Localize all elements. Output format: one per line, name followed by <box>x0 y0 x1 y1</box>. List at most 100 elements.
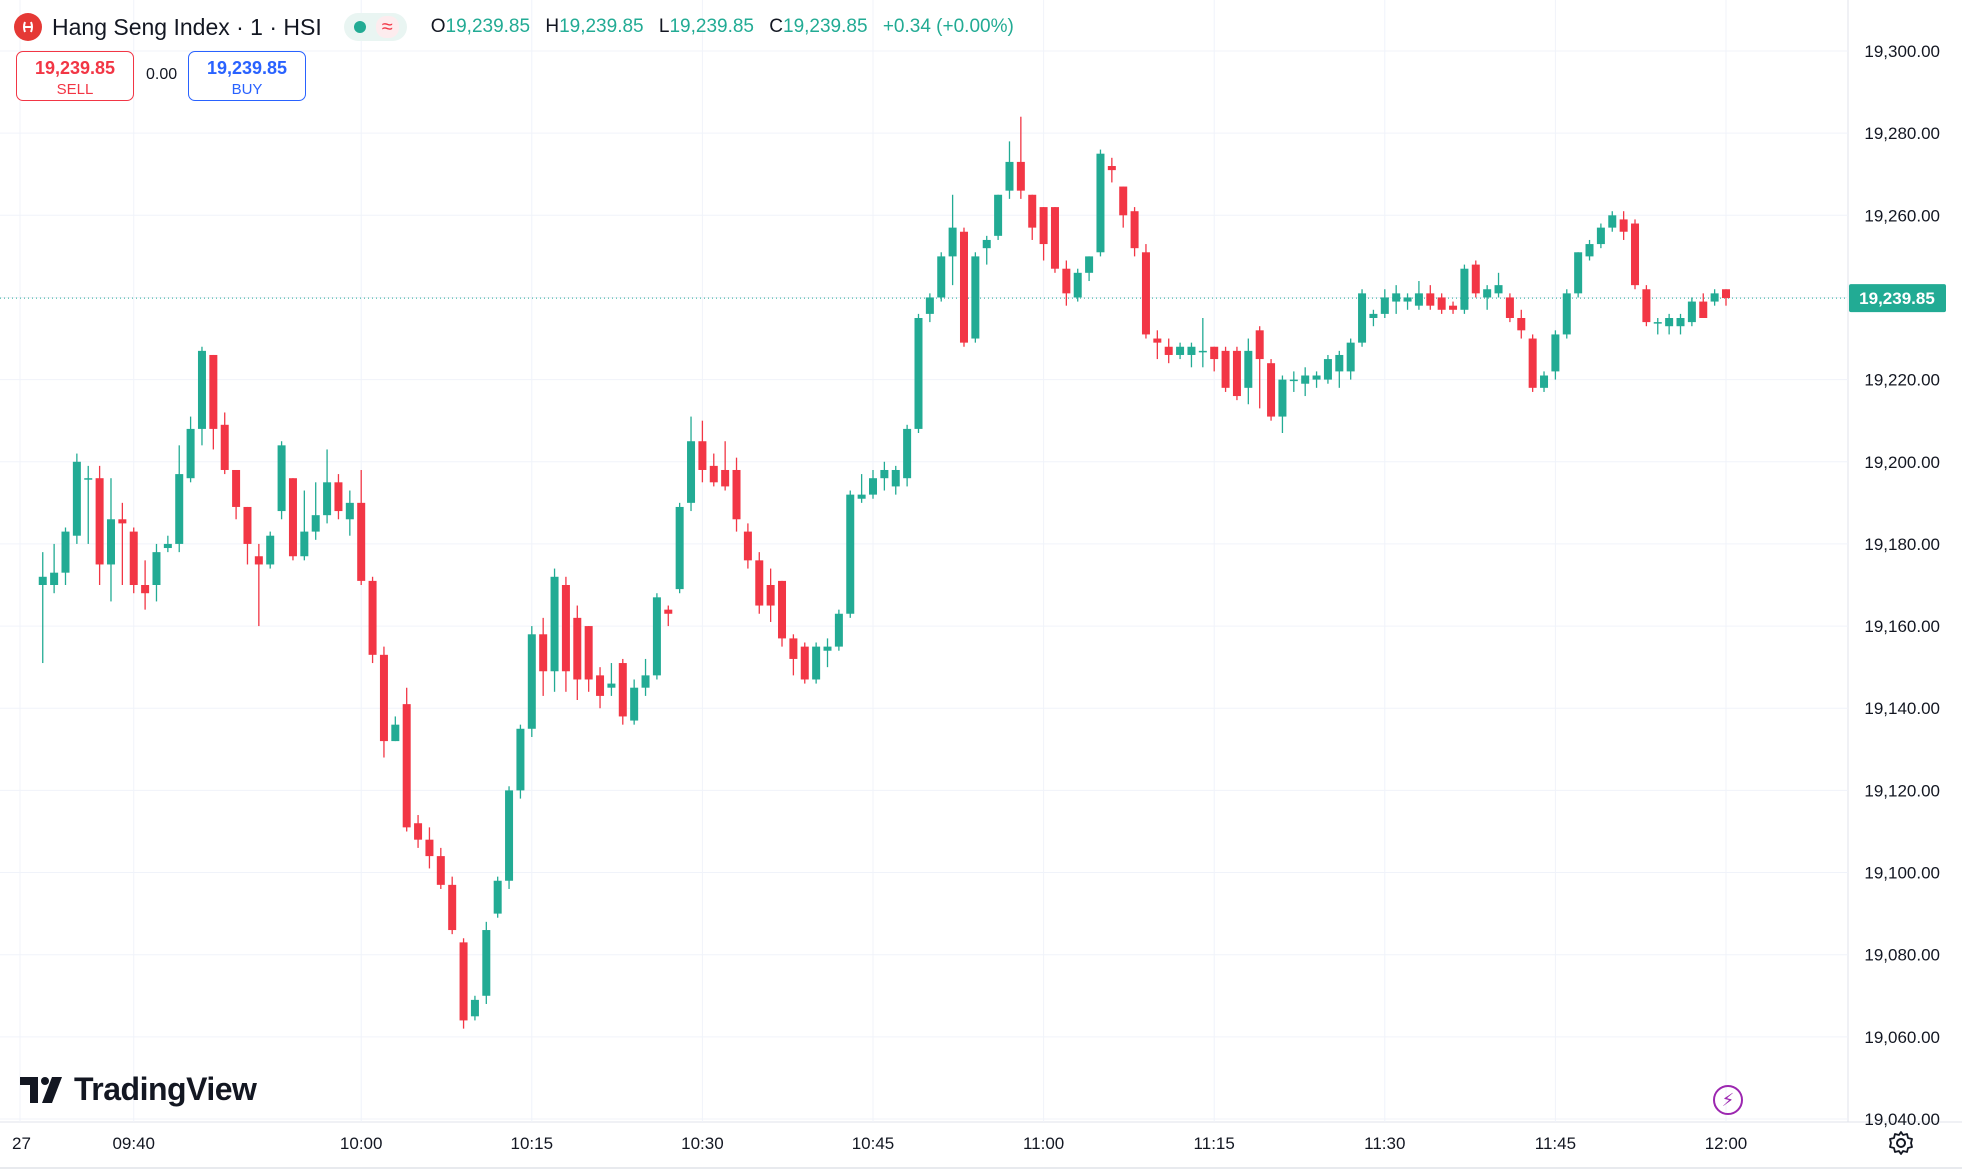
candle <box>379 646 388 758</box>
candle-body <box>698 441 707 470</box>
candle <box>812 642 821 684</box>
price-tick-label: 19,040.00 <box>1864 1110 1940 1129</box>
candle <box>959 227 968 347</box>
candle <box>61 527 70 585</box>
candle <box>1687 297 1696 327</box>
candle-body <box>141 585 150 594</box>
candle <box>891 465 900 495</box>
candle <box>414 815 423 848</box>
candle-body <box>95 478 104 565</box>
time-tick-label: 11:15 <box>1194 1134 1235 1153</box>
candle-body <box>1528 338 1537 388</box>
candle <box>869 469 877 499</box>
candle-body <box>527 634 536 729</box>
candle-body <box>641 675 650 688</box>
candle <box>436 847 445 889</box>
candle-body <box>1437 297 1446 310</box>
candle-body <box>1369 313 1378 318</box>
candle <box>937 252 946 302</box>
candle-body <box>129 531 138 585</box>
high-value: 19,239.85 <box>559 16 644 37</box>
candle-body <box>607 683 616 688</box>
tradingview-logo[interactable]: TradingView <box>20 1071 257 1108</box>
candle <box>1153 330 1162 360</box>
candle <box>914 313 923 434</box>
candle <box>209 354 218 450</box>
ohlc-legend: O19,239.85 H19,239.85 L19,239.85 C19,239… <box>431 16 1014 38</box>
candle-body <box>186 428 195 479</box>
chart-header: Hang Seng Index · 1 · HSI ≈ O19,239.85 H… <box>14 12 1014 42</box>
time-tick-label: 10:45 <box>852 1134 895 1153</box>
candle-body <box>561 585 570 672</box>
candle <box>266 531 275 569</box>
candle <box>129 527 138 594</box>
candle-body <box>436 856 445 885</box>
candle-body <box>1540 375 1549 388</box>
candle-body <box>1153 338 1162 343</box>
candle <box>1289 371 1298 392</box>
candle-body <box>1312 375 1321 380</box>
candle-body <box>1176 346 1185 355</box>
candle-body <box>266 535 275 565</box>
candle <box>652 593 661 680</box>
candle <box>1676 313 1685 335</box>
hsi-logo-icon <box>14 13 42 41</box>
candle <box>118 502 127 585</box>
candle-body <box>1471 264 1480 294</box>
candle <box>448 876 457 935</box>
candle-body <box>61 531 70 573</box>
candle-body <box>1426 293 1435 306</box>
tradingview-logo-icon <box>20 1076 62 1103</box>
candle-body <box>1130 211 1139 249</box>
candle <box>1278 375 1287 434</box>
candle-body <box>937 256 946 298</box>
close-value: 19,239.85 <box>783 16 868 37</box>
candle <box>687 416 696 512</box>
candle <box>1380 289 1389 318</box>
candle-body <box>425 839 434 857</box>
candle <box>1221 346 1230 392</box>
candle-body <box>482 930 491 996</box>
candle-body <box>800 646 809 680</box>
candle-body <box>789 638 798 659</box>
symbol-title[interactable]: Hang Seng Index · 1 · HSI <box>52 13 322 40</box>
candle <box>664 605 673 627</box>
last-price-tag: 19,239.85 <box>1849 284 1946 313</box>
candle-body <box>1642 289 1651 323</box>
candle-body <box>1653 322 1662 324</box>
candle-body <box>84 478 93 480</box>
candle <box>630 679 639 725</box>
candle <box>1699 293 1708 318</box>
candle <box>163 535 172 553</box>
candle-body <box>414 823 423 840</box>
candle-body <box>357 502 366 581</box>
candle-body <box>1494 285 1503 294</box>
settings-icon[interactable] <box>1888 1130 1914 1156</box>
buy-button[interactable]: 19,239.85 BUY <box>188 51 306 101</box>
candle <box>1426 285 1435 310</box>
price-tick-label: 19,300.00 <box>1864 42 1940 61</box>
market-status-icon[interactable]: ≈ <box>343 13 407 41</box>
candle-body <box>106 519 115 565</box>
candle <box>243 506 252 565</box>
candle-body <box>1062 268 1071 294</box>
candle <box>1665 313 1674 335</box>
high-label: H <box>545 16 560 37</box>
candle <box>1176 342 1185 360</box>
candle-body <box>1039 207 1048 245</box>
candle-body <box>1210 346 1219 360</box>
buy-label: BUY <box>231 81 263 98</box>
candle <box>95 465 104 585</box>
candle <box>1141 244 1150 339</box>
candle-body <box>50 572 59 585</box>
candle <box>1414 281 1423 310</box>
time-tick-label: 11:00 <box>1023 1134 1064 1153</box>
candle-body <box>1574 252 1583 294</box>
sell-button[interactable]: 19,239.85 SELL <box>16 51 134 101</box>
price-tick-label: 19,140.00 <box>1864 699 1940 718</box>
candle-body <box>846 494 855 614</box>
candle <box>584 626 593 692</box>
flash-icon[interactable]: ⚡ <box>1713 1085 1743 1115</box>
sell-price: 19,239.85 <box>34 58 116 78</box>
